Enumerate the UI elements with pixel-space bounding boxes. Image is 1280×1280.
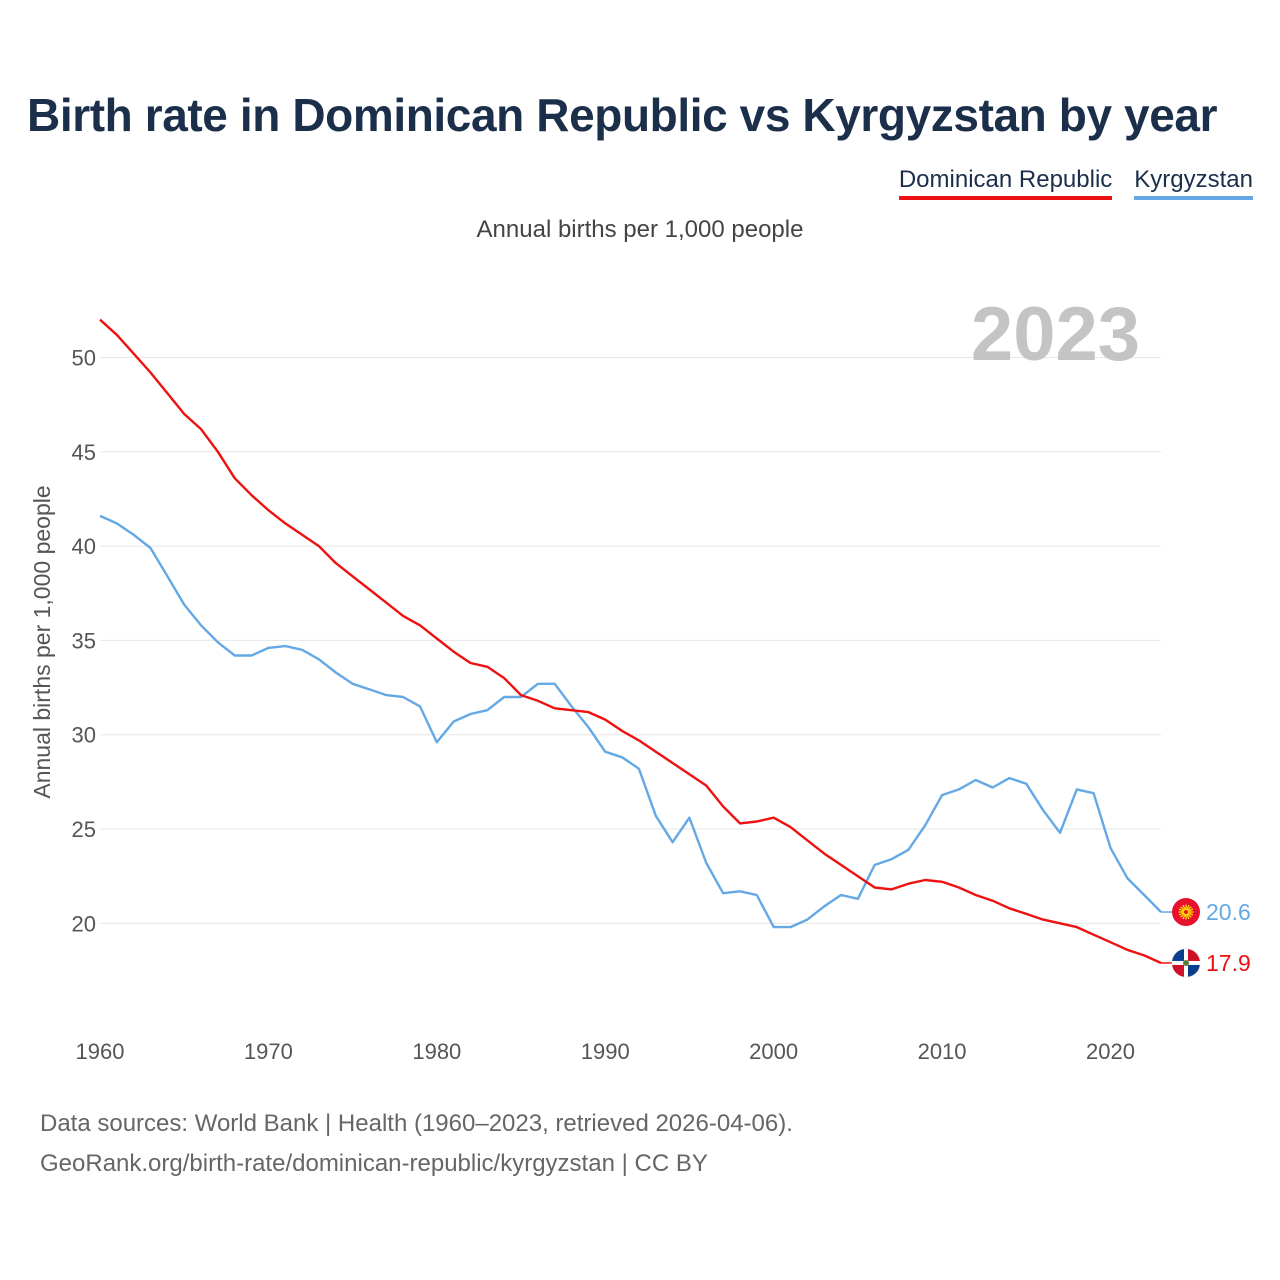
x-tick-label: 1960	[76, 1039, 125, 1064]
legend-item-kyrgyzstan[interactable]: Kyrgyzstan	[1134, 166, 1253, 200]
y-tick-label: 40	[72, 534, 96, 559]
footer: Data sources: World Bank | Health (1960–…	[40, 1104, 793, 1184]
series-lines	[99, 318, 1162, 965]
flag-icon-kyrgyzstan	[1172, 898, 1200, 927]
y-tick-label: 20	[72, 911, 96, 936]
y-axis-ticks: 20 25 30 35 40 45 50	[72, 345, 96, 936]
chart-subtitle: Annual births per 1,000 people	[476, 216, 804, 243]
series-line-dominican-republic[interactable]	[99, 318, 1162, 965]
x-tick-label: 1970	[244, 1039, 293, 1064]
y-tick-label: 30	[72, 723, 96, 748]
legend: Dominican Republic Kyrgyzstan	[898, 166, 1253, 200]
y-axis-label: Annual births per 1,000 people	[29, 485, 55, 798]
y-tick-label: 50	[72, 345, 96, 370]
x-tick-label: 2000	[749, 1039, 798, 1064]
x-axis-ticks: 1960 1970 1980 1990 2000 2010 2020	[76, 1039, 1135, 1064]
year-label: 2023	[971, 292, 1140, 377]
y-tick-label: 25	[72, 817, 96, 842]
footer-sources: Data sources: World Bank | Health (1960–…	[40, 1110, 793, 1137]
x-tick-label: 1990	[581, 1039, 630, 1064]
end-value-label-dominican-republic: 17.9	[1206, 950, 1251, 976]
y-tick-label: 45	[72, 440, 96, 465]
flag-icon-dominican-republic	[1171, 948, 1201, 978]
footer-url[interactable]: GeoRank.org/birth-rate/dominican-republi…	[40, 1150, 708, 1177]
y-tick-label: 35	[72, 628, 96, 653]
series-line-kyrgyzstan[interactable]	[99, 514, 1162, 929]
x-tick-label: 1980	[412, 1039, 461, 1064]
legend-item-dominican-republic[interactable]: Dominican Republic	[898, 166, 1113, 200]
chart-title: Birth rate in Dominican Republic vs Kyrg…	[27, 89, 1218, 141]
series-endpoints: 17.9 20.6	[1161, 898, 1251, 978]
end-value-label-kyrgyzstan: 20.6	[1206, 899, 1251, 925]
x-tick-label: 2010	[918, 1039, 967, 1064]
x-tick-label: 2020	[1086, 1039, 1135, 1064]
grid-lines	[100, 356, 1161, 924]
